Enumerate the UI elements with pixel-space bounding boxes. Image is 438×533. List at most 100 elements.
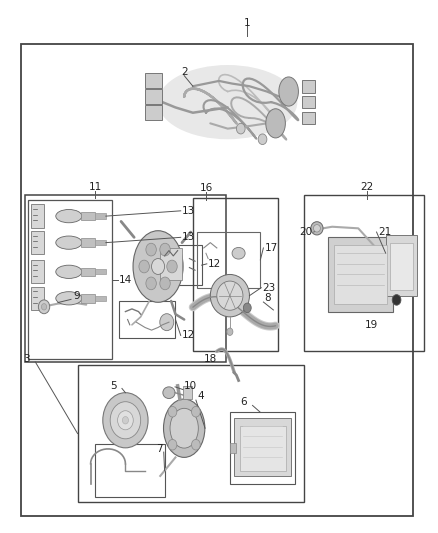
Bar: [31, 205, 44, 228]
Ellipse shape: [163, 399, 205, 457]
Ellipse shape: [232, 247, 245, 259]
Circle shape: [122, 417, 128, 424]
Circle shape: [139, 260, 149, 273]
Bar: [81, 212, 95, 220]
Text: 19: 19: [365, 320, 378, 330]
Bar: [230, 413, 295, 484]
Text: 7: 7: [156, 445, 162, 455]
Ellipse shape: [56, 292, 82, 305]
Ellipse shape: [56, 265, 82, 278]
Ellipse shape: [133, 231, 183, 302]
Bar: [234, 418, 291, 476]
Text: 2: 2: [181, 67, 187, 77]
Circle shape: [392, 295, 401, 305]
Text: 18: 18: [204, 354, 217, 364]
Text: 16: 16: [199, 183, 212, 193]
Text: 12: 12: [208, 259, 221, 269]
Bar: [193, 198, 278, 351]
Circle shape: [160, 277, 170, 290]
Bar: [156, 245, 201, 285]
Circle shape: [152, 259, 165, 274]
Text: 17: 17: [265, 243, 278, 253]
Bar: [25, 195, 226, 362]
Circle shape: [103, 393, 148, 448]
Bar: [302, 80, 315, 93]
Circle shape: [191, 407, 200, 417]
Text: 6: 6: [240, 397, 247, 407]
Ellipse shape: [266, 109, 286, 138]
Bar: [28, 200, 113, 359]
Text: 3: 3: [23, 354, 30, 364]
Bar: [95, 214, 106, 219]
Bar: [78, 365, 304, 503]
Text: 10: 10: [184, 381, 197, 391]
Bar: [302, 96, 315, 109]
Circle shape: [160, 243, 170, 256]
Bar: [95, 240, 106, 245]
Text: 23: 23: [262, 282, 276, 293]
Bar: [95, 269, 106, 274]
Circle shape: [42, 304, 47, 310]
Circle shape: [258, 134, 267, 144]
Bar: [31, 231, 44, 254]
Bar: [390, 243, 413, 290]
Bar: [21, 44, 413, 516]
Circle shape: [146, 277, 156, 290]
Bar: [119, 301, 176, 338]
Bar: [230, 442, 236, 453]
Bar: [334, 245, 387, 304]
Bar: [240, 425, 286, 471]
Ellipse shape: [56, 236, 82, 249]
Text: 12: 12: [182, 330, 195, 341]
Text: 13: 13: [182, 206, 195, 216]
Text: 13: 13: [182, 232, 195, 243]
Text: 1: 1: [244, 18, 251, 28]
Circle shape: [110, 402, 141, 439]
Ellipse shape: [217, 281, 243, 310]
Text: 20: 20: [300, 227, 313, 237]
Circle shape: [191, 439, 200, 450]
Circle shape: [167, 260, 177, 273]
Text: 11: 11: [88, 182, 102, 192]
Circle shape: [39, 300, 49, 314]
Bar: [197, 232, 260, 288]
Circle shape: [168, 439, 177, 450]
Text: 9: 9: [73, 290, 80, 301]
Bar: [81, 238, 95, 247]
Bar: [95, 296, 106, 301]
Bar: [81, 294, 95, 303]
Circle shape: [146, 243, 156, 256]
Text: 8: 8: [265, 293, 271, 303]
Ellipse shape: [158, 65, 297, 139]
Bar: [145, 90, 162, 104]
Ellipse shape: [311, 222, 323, 235]
Text: 14: 14: [119, 274, 132, 285]
Bar: [145, 74, 162, 88]
Ellipse shape: [314, 224, 321, 232]
Bar: [386, 235, 417, 296]
Bar: [184, 386, 191, 399]
Circle shape: [227, 328, 233, 335]
Bar: [160, 248, 182, 280]
Circle shape: [237, 123, 245, 134]
Text: 5: 5: [110, 381, 117, 391]
Bar: [31, 260, 44, 284]
Circle shape: [168, 407, 177, 417]
Ellipse shape: [56, 209, 82, 223]
Ellipse shape: [210, 274, 250, 317]
Circle shape: [244, 303, 251, 313]
Bar: [304, 195, 424, 351]
Bar: [81, 268, 95, 276]
Circle shape: [160, 314, 174, 330]
Bar: [302, 112, 315, 124]
Bar: [145, 106, 162, 120]
Bar: [328, 237, 393, 312]
Text: 4: 4: [197, 391, 204, 401]
Bar: [95, 444, 165, 497]
Ellipse shape: [279, 77, 298, 106]
Text: 22: 22: [360, 182, 374, 192]
Circle shape: [117, 411, 133, 430]
Ellipse shape: [170, 408, 198, 448]
Bar: [31, 287, 44, 310]
Text: 21: 21: [378, 227, 391, 237]
